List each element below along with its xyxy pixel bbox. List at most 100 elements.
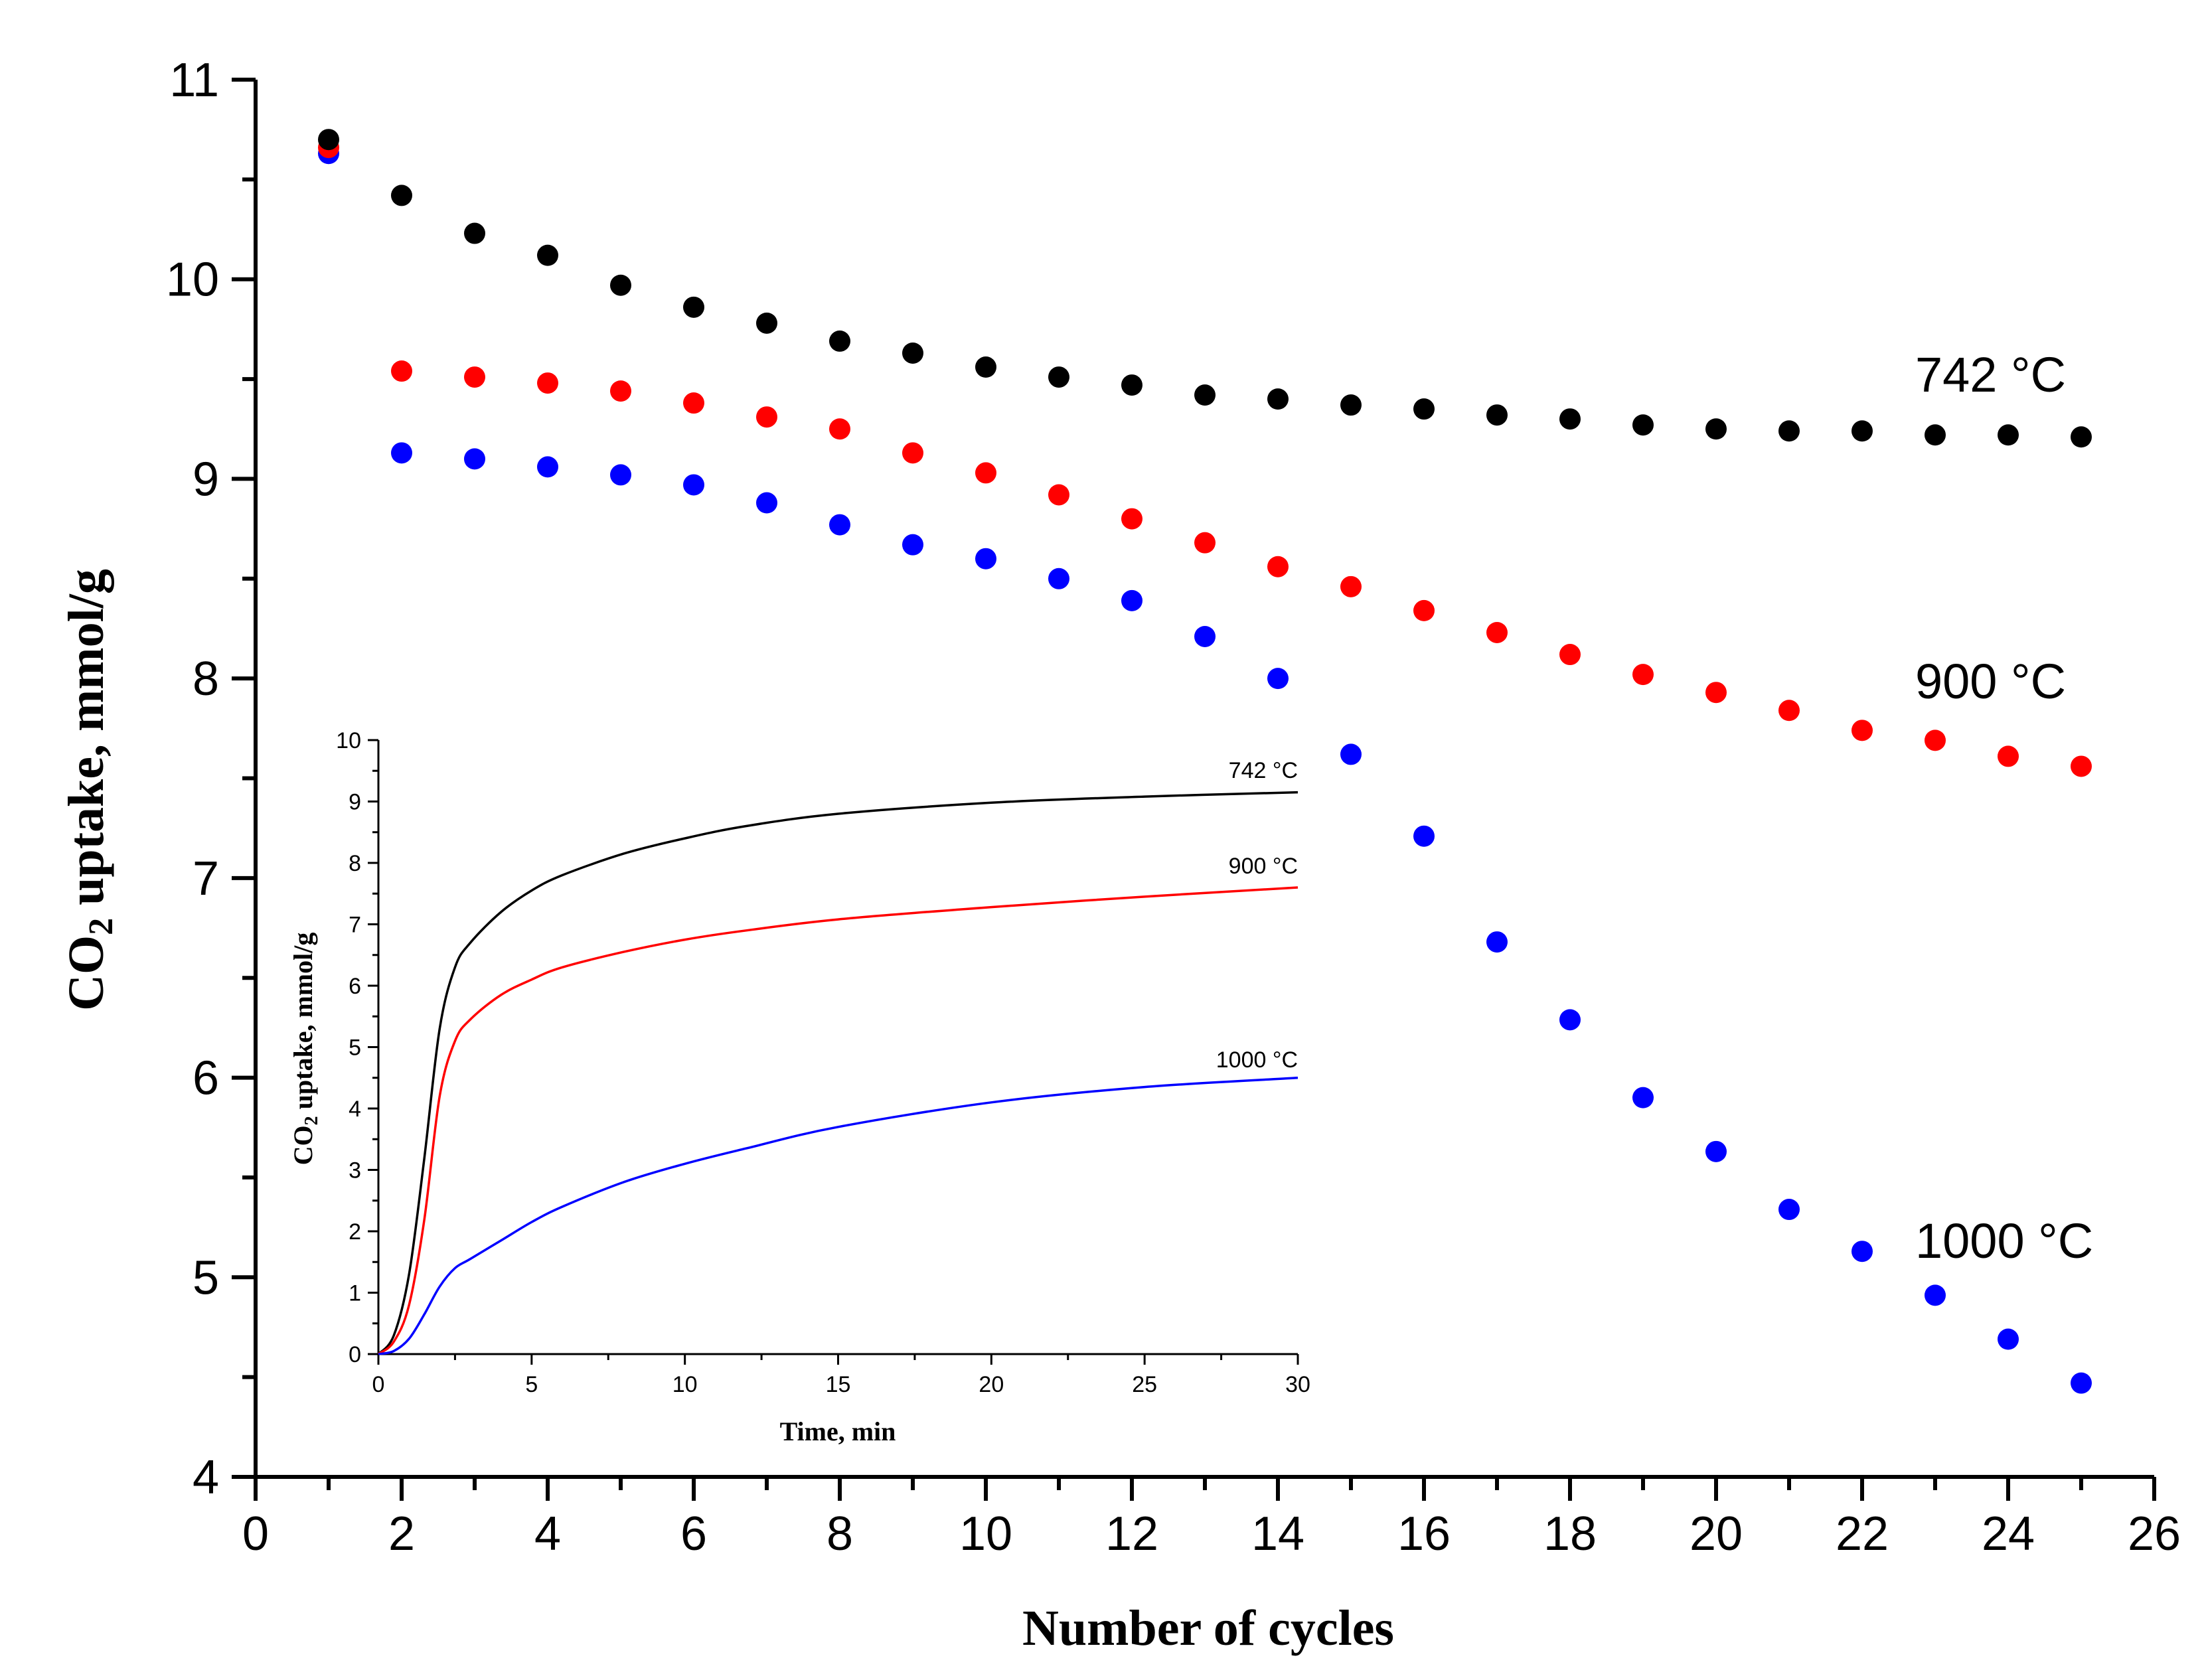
- x-tick-label: 22: [1836, 1507, 1889, 1561]
- point-900-cycle-25: [2071, 755, 2092, 777]
- y-axis-title-co: CO: [58, 935, 114, 1011]
- x-tick-label: 8: [826, 1507, 853, 1561]
- y-axis-title: CO2 uptake, mmol/g: [58, 569, 120, 1011]
- inset-x-tick-label: 5: [525, 1372, 538, 1397]
- point-742-cycle-4: [537, 244, 558, 266]
- series-label-900: 900 °C: [1915, 654, 2066, 709]
- point-742-cycle-13: [1194, 384, 1216, 406]
- point-1000-cycle-19: [1632, 1087, 1654, 1108]
- point-742-cycle-5: [610, 274, 631, 296]
- x-tick-label: 10: [959, 1507, 1012, 1561]
- point-742-cycle-22: [1851, 420, 1873, 442]
- inset-label-1000: 1000 °C: [1216, 1047, 1298, 1073]
- inset-y-tick-label: 7: [349, 913, 361, 938]
- point-742-cycle-19: [1632, 414, 1654, 436]
- point-1000-cycle-22: [1851, 1241, 1873, 1262]
- point-900-cycle-17: [1486, 621, 1508, 643]
- series-label-742: 742 °C: [1915, 347, 2066, 402]
- point-900-cycle-2: [391, 360, 412, 382]
- point-900-cycle-21: [1778, 700, 1800, 722]
- inset-x-tick-label: 15: [826, 1372, 851, 1397]
- inset-y-tick-label: 2: [349, 1219, 361, 1245]
- inset-y-tick-label: 4: [349, 1097, 361, 1122]
- point-742-cycle-8: [829, 330, 850, 352]
- inset-label-900: 900 °C: [1229, 854, 1298, 879]
- point-1000-cycle-16: [1413, 825, 1435, 847]
- x-tick-label: 12: [1105, 1507, 1158, 1561]
- point-742-cycle-9: [902, 342, 923, 364]
- point-1000-cycle-4: [537, 456, 558, 478]
- inset-y-tick-label: 5: [349, 1035, 361, 1061]
- point-900-cycle-7: [756, 406, 777, 428]
- point-900-cycle-3: [464, 366, 485, 388]
- series-label-1000: 1000 °C: [1915, 1213, 2093, 1268]
- inset-y-tick-label: 6: [349, 974, 361, 999]
- x-tick-label: 0: [242, 1507, 269, 1561]
- inset-x-tick-label: 30: [1285, 1372, 1310, 1397]
- y-tick-label: 10: [166, 254, 219, 307]
- point-742-cycle-17: [1486, 404, 1508, 426]
- point-742-cycle-21: [1778, 420, 1800, 442]
- inset-curve-742: [377, 791, 1299, 1355]
- point-1000-cycle-11: [1048, 568, 1069, 589]
- point-742-cycle-14: [1267, 388, 1289, 410]
- point-742-cycle-25: [2071, 426, 2092, 448]
- inset-y-tick-label: 9: [349, 790, 361, 815]
- point-900-cycle-11: [1048, 484, 1069, 506]
- point-1000-cycle-6: [683, 474, 704, 496]
- point-1000-cycle-25: [2071, 1372, 2092, 1394]
- x-tick-label: 18: [1543, 1507, 1597, 1561]
- point-742-cycle-3: [464, 222, 485, 244]
- point-900-cycle-9: [902, 442, 923, 464]
- point-900-cycle-8: [829, 418, 850, 440]
- inset-y-tick-label: 0: [349, 1342, 361, 1367]
- point-900-cycle-12: [1121, 508, 1142, 530]
- point-1000-cycle-3: [464, 448, 485, 470]
- point-1000-cycle-15: [1340, 743, 1362, 765]
- point-742-cycle-7: [756, 312, 777, 334]
- inset-curve-900: [377, 886, 1299, 1355]
- point-742-cycle-18: [1559, 408, 1581, 430]
- point-742-cycle-20: [1705, 418, 1727, 440]
- x-tick-label: 14: [1251, 1507, 1304, 1561]
- x-tick-label: 26: [2128, 1507, 2181, 1561]
- inset-y-tick-label: 8: [349, 851, 361, 876]
- inset-axes: 0 5 10 15 20 25 30 0 1 2 3 4 5 6 7 8 9 10: [336, 728, 1310, 1397]
- inset-curves: [377, 791, 1299, 1355]
- point-742-cycle-10: [975, 356, 996, 378]
- inset-x-tick-label: 0: [372, 1372, 385, 1397]
- point-900-cycle-5: [610, 380, 631, 402]
- y-tick-label: 6: [193, 1052, 219, 1105]
- point-1000-cycle-7: [756, 492, 777, 514]
- y-tick-label: 9: [193, 453, 219, 506]
- point-1000-cycle-23: [1925, 1284, 1946, 1306]
- point-900-cycle-22: [1851, 720, 1873, 741]
- point-1000-cycle-14: [1267, 668, 1289, 690]
- point-900-cycle-20: [1705, 682, 1727, 704]
- y-tick-label: 5: [193, 1251, 219, 1304]
- point-1000-cycle-21: [1778, 1199, 1800, 1221]
- point-900-cycle-16: [1413, 599, 1435, 621]
- point-742-cycle-1: [318, 129, 339, 151]
- point-900-cycle-18: [1559, 644, 1581, 666]
- inset-curve-1000: [378, 1077, 1299, 1355]
- x-tick-label: 20: [1690, 1507, 1743, 1561]
- x-tick-label: 6: [680, 1507, 707, 1561]
- point-1000-cycle-20: [1705, 1140, 1727, 1162]
- y-tick-label: 4: [193, 1451, 219, 1504]
- inset-y-axis-title-sub: 2: [301, 1116, 322, 1125]
- point-900-cycle-14: [1267, 556, 1289, 577]
- point-742-cycle-11: [1048, 366, 1069, 388]
- point-742-cycle-2: [391, 185, 412, 206]
- x-tick-label: 24: [1982, 1507, 2035, 1561]
- inset-y-axis-title: CO2 uptake, mmol/g: [288, 933, 322, 1166]
- point-900-cycle-24: [1998, 745, 2019, 767]
- inset-y-axis-title-co: CO: [288, 1125, 318, 1165]
- x-tick-label: 16: [1397, 1507, 1451, 1561]
- point-742-cycle-12: [1121, 374, 1142, 396]
- point-900-cycle-10: [975, 462, 996, 484]
- y-tick-label: 7: [193, 852, 219, 905]
